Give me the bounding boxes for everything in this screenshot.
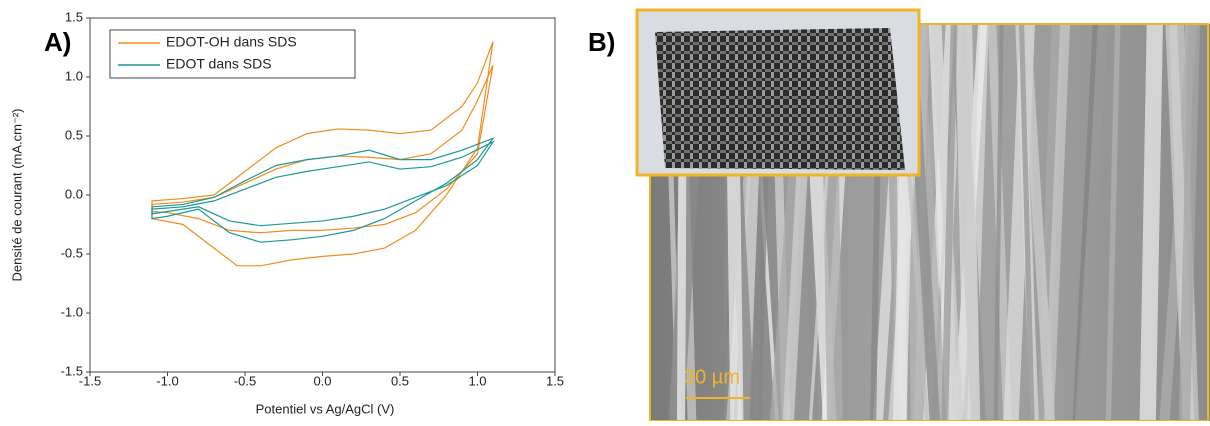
x-tick-label: -1.0	[156, 373, 178, 388]
y-tick-label: -0.5	[61, 245, 83, 260]
fiber	[1139, 24, 1163, 421]
fiber	[1178, 24, 1201, 421]
fiber	[1043, 24, 1071, 421]
panel-label: B)	[588, 27, 615, 57]
x-axis-label: Potentiel vs Ag/AgCl (V)	[256, 401, 395, 416]
fiber	[1105, 24, 1121, 421]
y-tick-label: -1.0	[61, 304, 83, 319]
inset-photo	[635, 8, 921, 177]
x-tick-label: -1.5	[79, 373, 101, 388]
fiber	[955, 24, 981, 421]
legend-label: EDOT dans SDS	[166, 56, 272, 72]
fiber	[1020, 24, 1056, 421]
x-tick-label: 0.0	[313, 373, 331, 388]
legend-label: EDOT-OH dans SDS	[166, 34, 297, 50]
y-tick-label: 1.5	[65, 9, 83, 24]
fiber	[993, 24, 1004, 421]
panel-label: A)	[44, 27, 71, 57]
cv-curve	[151, 41, 494, 267]
legend-box	[109, 29, 356, 79]
y-tick-label: 0.0	[65, 186, 83, 201]
fabric	[655, 28, 905, 170]
fiber	[941, 24, 958, 421]
x-tick-label: 1.5	[546, 373, 564, 388]
fiber	[1072, 24, 1098, 421]
y-tick-label: 0.5	[65, 127, 83, 142]
x-tick-label: -0.5	[234, 373, 256, 388]
scale-bar-label: 30 µm	[684, 366, 740, 388]
fiber	[1074, 24, 1109, 421]
x-tick-label: 0.5	[391, 373, 409, 388]
y-axis-label: Densité de courant (mA.cm⁻²)	[9, 108, 24, 281]
cv-curve	[151, 140, 495, 227]
fiber	[1018, 24, 1035, 421]
x-tick-label: 1.0	[468, 373, 486, 388]
y-tick-label: -1.5	[61, 363, 83, 378]
cv-curve	[151, 137, 495, 243]
y-tick-label: 1.0	[65, 68, 83, 83]
cv-curve	[151, 64, 494, 234]
